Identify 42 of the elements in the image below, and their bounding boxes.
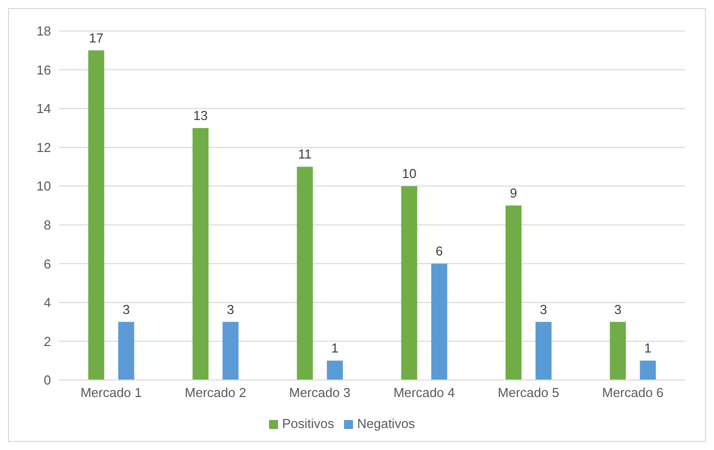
bar [326, 360, 343, 380]
y-tick-label: 2 [44, 334, 51, 349]
data-label: 9 [510, 186, 518, 200]
x-tick-label: Mercado 2 [184, 385, 246, 400]
bar [610, 322, 626, 380]
bar [640, 360, 656, 380]
legend-label: Negativos [357, 416, 415, 431]
data-label: 3 [226, 302, 234, 317]
y-tick-label: 12 [36, 140, 51, 155]
y-tick-label: 14 [36, 101, 51, 116]
bar [222, 322, 239, 380]
data-label: 3 [122, 302, 130, 317]
x-tick-label: Mercado 3 [289, 385, 351, 400]
bar [401, 186, 418, 380]
y-tick-label: 16 [36, 62, 51, 78]
y-tick-label: 0 [44, 372, 51, 388]
legend-label: Positivos [282, 416, 334, 431]
y-tick-label: 8 [44, 218, 51, 233]
x-tick-label: Mercado 1 [80, 385, 142, 400]
bar [118, 322, 134, 380]
y-tick-label: 18 [36, 24, 51, 39]
data-label: 11 [298, 146, 312, 162]
bar [506, 206, 522, 380]
y-tick-label: 10 [36, 178, 51, 194]
bar [88, 50, 104, 380]
data-label: 17 [88, 30, 104, 46]
y-tick-label: 4 [44, 295, 51, 310]
x-tick-label: Mercado 5 [498, 385, 560, 400]
data-label: 13 [193, 108, 208, 123]
data-label: 6 [436, 244, 443, 259]
bar [536, 322, 552, 380]
x-tick-label: Mercado 6 [602, 385, 664, 400]
x-tick-label: Mercado 4 [393, 385, 455, 400]
y-tick-label: 6 [44, 256, 51, 272]
bar [431, 264, 448, 380]
data-label: 1 [331, 340, 338, 356]
data-label: 3 [540, 302, 548, 317]
data-label: 10 [402, 166, 416, 182]
data-label: 3 [614, 302, 622, 317]
bar [192, 128, 209, 380]
bar [296, 166, 313, 380]
data-label: 1 [644, 340, 652, 356]
